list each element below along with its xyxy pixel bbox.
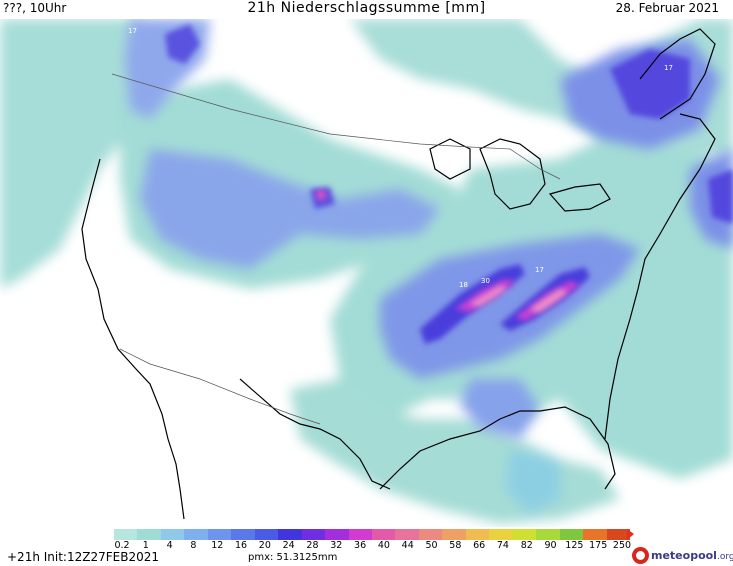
color-scale-tick: 250 (612, 540, 632, 551)
color-scale (114, 529, 630, 540)
brand-text: meteopool.org (651, 549, 733, 562)
color-scale-tick: 1 (142, 540, 149, 551)
color-scale-swatch (371, 529, 396, 540)
coastline (81, 28, 716, 520)
color-scale-swatch (114, 529, 138, 540)
color-scale-bar (114, 529, 630, 540)
color-scale-tick: 12 (211, 540, 224, 551)
color-scale-swatch (301, 529, 326, 540)
color-scale-tick: 24 (282, 540, 295, 551)
borders (111, 73, 561, 425)
color-scale-tick: 90 (544, 540, 557, 551)
color-scale-swatch (325, 529, 349, 540)
color-scale-swatch (442, 529, 466, 540)
color-scale-swatch (465, 529, 490, 540)
color-scale-tick: 125 (565, 540, 584, 551)
brand-name: meteopool (651, 548, 717, 562)
color-scale-tick: 32 (330, 540, 343, 551)
date-label: 28. Februar 2021 (615, 1, 719, 15)
color-scale-swatch (160, 529, 185, 540)
color-scale-tick: 58 (449, 540, 462, 551)
color-scale-swatch (137, 529, 161, 540)
brand[interactable]: meteopool.org (632, 545, 733, 565)
color-scale-tick: 44 (401, 540, 414, 551)
color-scale-tick: 16 (235, 540, 248, 551)
color-scale-labels: 0.2 1 4 8 12 16 20 24 28 32 36 40 44 50 58 66 74 82 90 125 1… (114, 540, 632, 552)
color-scale-tick: 4 (166, 540, 173, 551)
value-label: 17 (128, 27, 137, 35)
color-scale-swatch (278, 529, 302, 540)
color-scale-swatch (559, 529, 584, 540)
value-label: 18 (459, 281, 468, 289)
init-time-label: +21h Init:12Z27FEB2021 (7, 550, 159, 564)
valid-time-label: ???, 10Uhr (3, 1, 67, 15)
color-scale-tick: 175 (589, 540, 608, 551)
color-scale-tick: 74 (496, 540, 509, 551)
color-scale-swatch (512, 529, 537, 540)
color-scale-tick: 36 (354, 540, 367, 551)
map-title: 21h Niederschlagssumme [mm] (247, 0, 486, 16)
color-scale-tick: 20 (258, 540, 271, 551)
color-scale-swatch (207, 529, 232, 540)
precipitation-map: 17 18 30 17 17 (0, 19, 733, 527)
extreme-precip-layer (316, 190, 580, 321)
meteopool-logo-icon (632, 546, 649, 564)
color-scale-swatch (395, 529, 419, 540)
value-label: 17 (664, 64, 673, 72)
color-scale-swatch (231, 529, 255, 540)
value-labels: 17 18 30 17 17 (128, 27, 673, 289)
color-scale-tick: 82 (520, 540, 533, 551)
map-canvas: 17 18 30 17 17 (0, 19, 733, 527)
max-precip-label: pmx: 51.3125mm (248, 552, 338, 563)
color-scale-tick: 8 (190, 540, 197, 551)
header: ???, 10Uhr 21h Niederschlagssumme [mm] 2… (0, 0, 733, 18)
color-scale-tick: 50 (425, 540, 438, 551)
color-scale-swatch (489, 529, 513, 540)
value-label: 30 (481, 277, 490, 285)
color-scale-swatch (606, 529, 630, 540)
color-scale-tick: 0.2 (114, 540, 130, 551)
color-scale-swatch (184, 529, 208, 540)
color-scale-swatch (348, 529, 372, 540)
brand-tld: .org (716, 551, 733, 562)
color-scale-swatch (536, 529, 560, 540)
color-scale-tick: 66 (473, 540, 486, 551)
value-label: 17 (535, 266, 544, 274)
color-scale-tick: 40 (377, 540, 390, 551)
color-scale-tick: 28 (306, 540, 319, 551)
color-scale-swatch (254, 529, 279, 540)
color-scale-swatch (418, 529, 443, 540)
color-scale-arrow-icon (627, 529, 634, 540)
color-scale-swatch (583, 529, 607, 540)
